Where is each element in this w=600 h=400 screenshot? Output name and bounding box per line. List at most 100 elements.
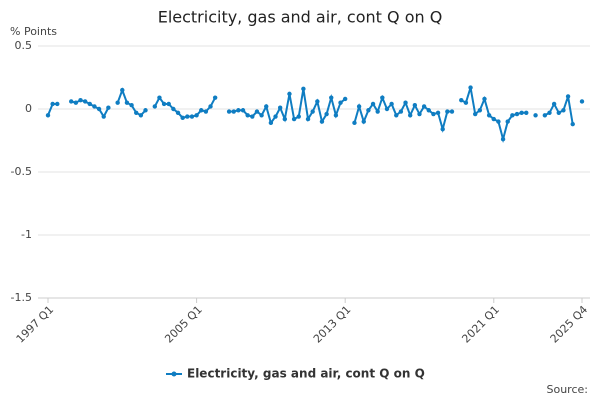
- point: [273, 114, 278, 119]
- point: [199, 108, 204, 113]
- point: [394, 113, 399, 118]
- point: [250, 114, 255, 119]
- point: [398, 109, 404, 114]
- point: [268, 120, 274, 126]
- point: [319, 119, 325, 124]
- point: [356, 104, 362, 109]
- point: [115, 100, 120, 105]
- point: [277, 105, 283, 110]
- point: [352, 120, 357, 126]
- point: [579, 99, 585, 104]
- point: [282, 116, 288, 122]
- point: [431, 111, 436, 117]
- point: [473, 111, 478, 117]
- point: [161, 101, 167, 107]
- point: [264, 104, 269, 109]
- point: [449, 109, 455, 114]
- series-line: [48, 88, 582, 140]
- point: [73, 100, 79, 105]
- point: [259, 113, 264, 118]
- point: [180, 115, 185, 121]
- point: [556, 110, 561, 115]
- point: [366, 108, 371, 113]
- point: [240, 108, 246, 113]
- point: [134, 110, 139, 115]
- y-axis-label: % Points: [10, 25, 57, 38]
- point: [175, 110, 181, 115]
- point: [445, 109, 450, 114]
- point: [440, 126, 445, 132]
- point: [55, 101, 60, 107]
- point: [342, 96, 348, 102]
- point: [92, 104, 97, 109]
- point: [189, 114, 195, 119]
- y-tick-label: 0.5: [15, 39, 33, 52]
- point: [361, 119, 366, 124]
- point: [101, 114, 106, 119]
- point: [301, 86, 306, 92]
- point: [296, 114, 301, 119]
- point: [486, 113, 492, 118]
- point: [570, 121, 575, 127]
- point: [203, 109, 209, 114]
- point: [194, 113, 199, 118]
- point: [491, 116, 496, 122]
- point: [324, 111, 329, 117]
- point: [120, 87, 125, 93]
- point: [459, 97, 464, 103]
- point: [50, 101, 55, 107]
- point: [45, 113, 51, 118]
- point: [333, 113, 339, 118]
- point: [547, 110, 552, 115]
- point: [435, 110, 441, 115]
- x-tick-label: 2013 Q1: [311, 303, 354, 346]
- point: [138, 113, 144, 118]
- point: [412, 103, 418, 108]
- point: [329, 95, 334, 100]
- point: [384, 106, 390, 112]
- point: [417, 111, 422, 117]
- point: [245, 113, 250, 118]
- point: [565, 94, 571, 99]
- point: [310, 109, 315, 114]
- point: [463, 100, 469, 105]
- legend-label: Electricity, gas and air, cont Q on Q: [187, 367, 425, 381]
- point: [129, 103, 134, 108]
- legend-marker: [171, 371, 177, 377]
- point: [152, 104, 157, 109]
- point: [370, 101, 376, 107]
- point: [375, 109, 380, 114]
- point: [380, 95, 385, 100]
- point: [287, 91, 292, 97]
- point: [106, 105, 111, 110]
- point: [69, 99, 74, 104]
- point: [500, 137, 506, 142]
- point: [124, 100, 130, 105]
- x-tick-label: 2021 Q1: [459, 303, 502, 346]
- point: [212, 95, 218, 100]
- point: [551, 101, 557, 107]
- point: [143, 108, 148, 113]
- point: [519, 110, 524, 115]
- point: [236, 108, 241, 113]
- point: [389, 101, 394, 107]
- y-tick-label: -1.5: [11, 291, 32, 304]
- point: [403, 100, 408, 105]
- point: [254, 109, 260, 114]
- point: [477, 108, 483, 113]
- point: [561, 108, 566, 113]
- point: [468, 85, 473, 90]
- point: [226, 109, 232, 114]
- point: [533, 113, 538, 118]
- point: [231, 109, 236, 114]
- point: [542, 113, 548, 118]
- point: [171, 106, 176, 112]
- point: [208, 104, 213, 109]
- y-tick-label: -0.5: [11, 165, 32, 178]
- point: [338, 100, 343, 105]
- x-tick-label: 2005 Q1: [162, 303, 205, 346]
- x-tick-label: 2025 Q4: [548, 303, 591, 346]
- point: [482, 96, 487, 102]
